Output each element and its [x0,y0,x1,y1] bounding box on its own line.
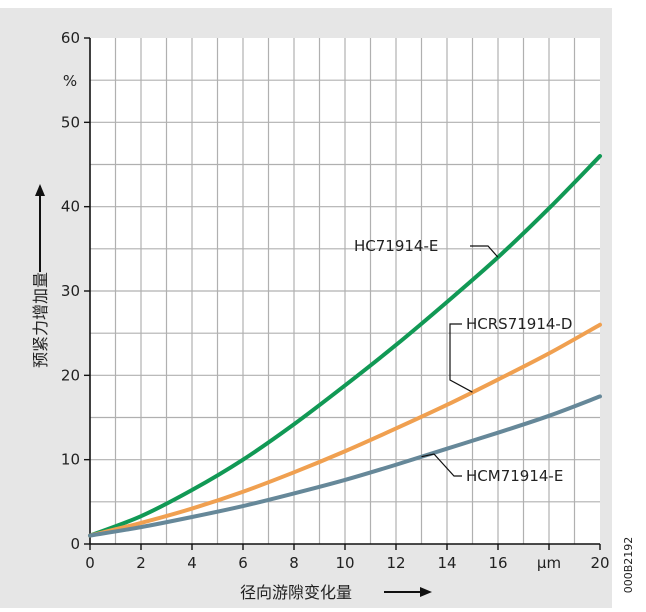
x-tick-label: 14 [437,554,456,572]
series-lines [88,154,602,538]
x-axis-arrow-head [420,587,432,597]
annotation-label-2: HCM71914-E [466,467,563,485]
x-axis-label: 径向游隙变化量 [240,583,352,602]
x-tick-label: 16 [488,554,507,572]
y-tick-label: 50 [61,113,80,131]
series-annotations: HC71914-E HCRS71914-D HCM71914-E [354,237,572,485]
y-tick-label: 60 [61,29,80,47]
annotation-label-1: HCRS71914-D [466,315,572,333]
axes [84,37,601,550]
y-axis-title-group: 预紧力增加量 [31,184,50,368]
y-tick-label: 40 [61,198,80,216]
x-tick-label: 6 [238,554,248,572]
series-line-2 [88,394,602,538]
y-tick-label: 30 [61,282,80,300]
annotation-leader-2 [421,453,462,477]
series-line-1 [88,322,602,538]
x-tick-label: 2 [136,554,146,572]
x-tick-label: 10 [335,554,354,572]
side-code: 000B2192 [622,537,635,594]
tick-labels: 0 10 20 30 40 50 60 0 2 4 6 8 10 12 14 16 μm 20 [61,29,610,572]
x-tick-label: 8 [289,554,299,572]
y-axis-arrow-head [35,184,45,196]
x-tick-label: 12 [386,554,405,572]
series-line-0 [88,154,602,538]
x-tick-label: μm [537,554,561,572]
x-tick-label: 0 [85,554,95,572]
y-tick-label: 0 [70,535,80,553]
y-unit-label: % [63,72,77,90]
x-tick-label: 4 [187,554,197,572]
y-axis-label: 预紧力增加量 [31,272,50,368]
x-tick-label: 20 [590,554,609,572]
grid [90,38,600,544]
annotation-label-0: HC71914-E [354,237,438,255]
annotation-leader-0 [470,245,499,258]
y-tick-label: 20 [61,366,80,384]
annotation-leader-1 [449,323,473,393]
y-tick-label: 10 [61,451,80,469]
